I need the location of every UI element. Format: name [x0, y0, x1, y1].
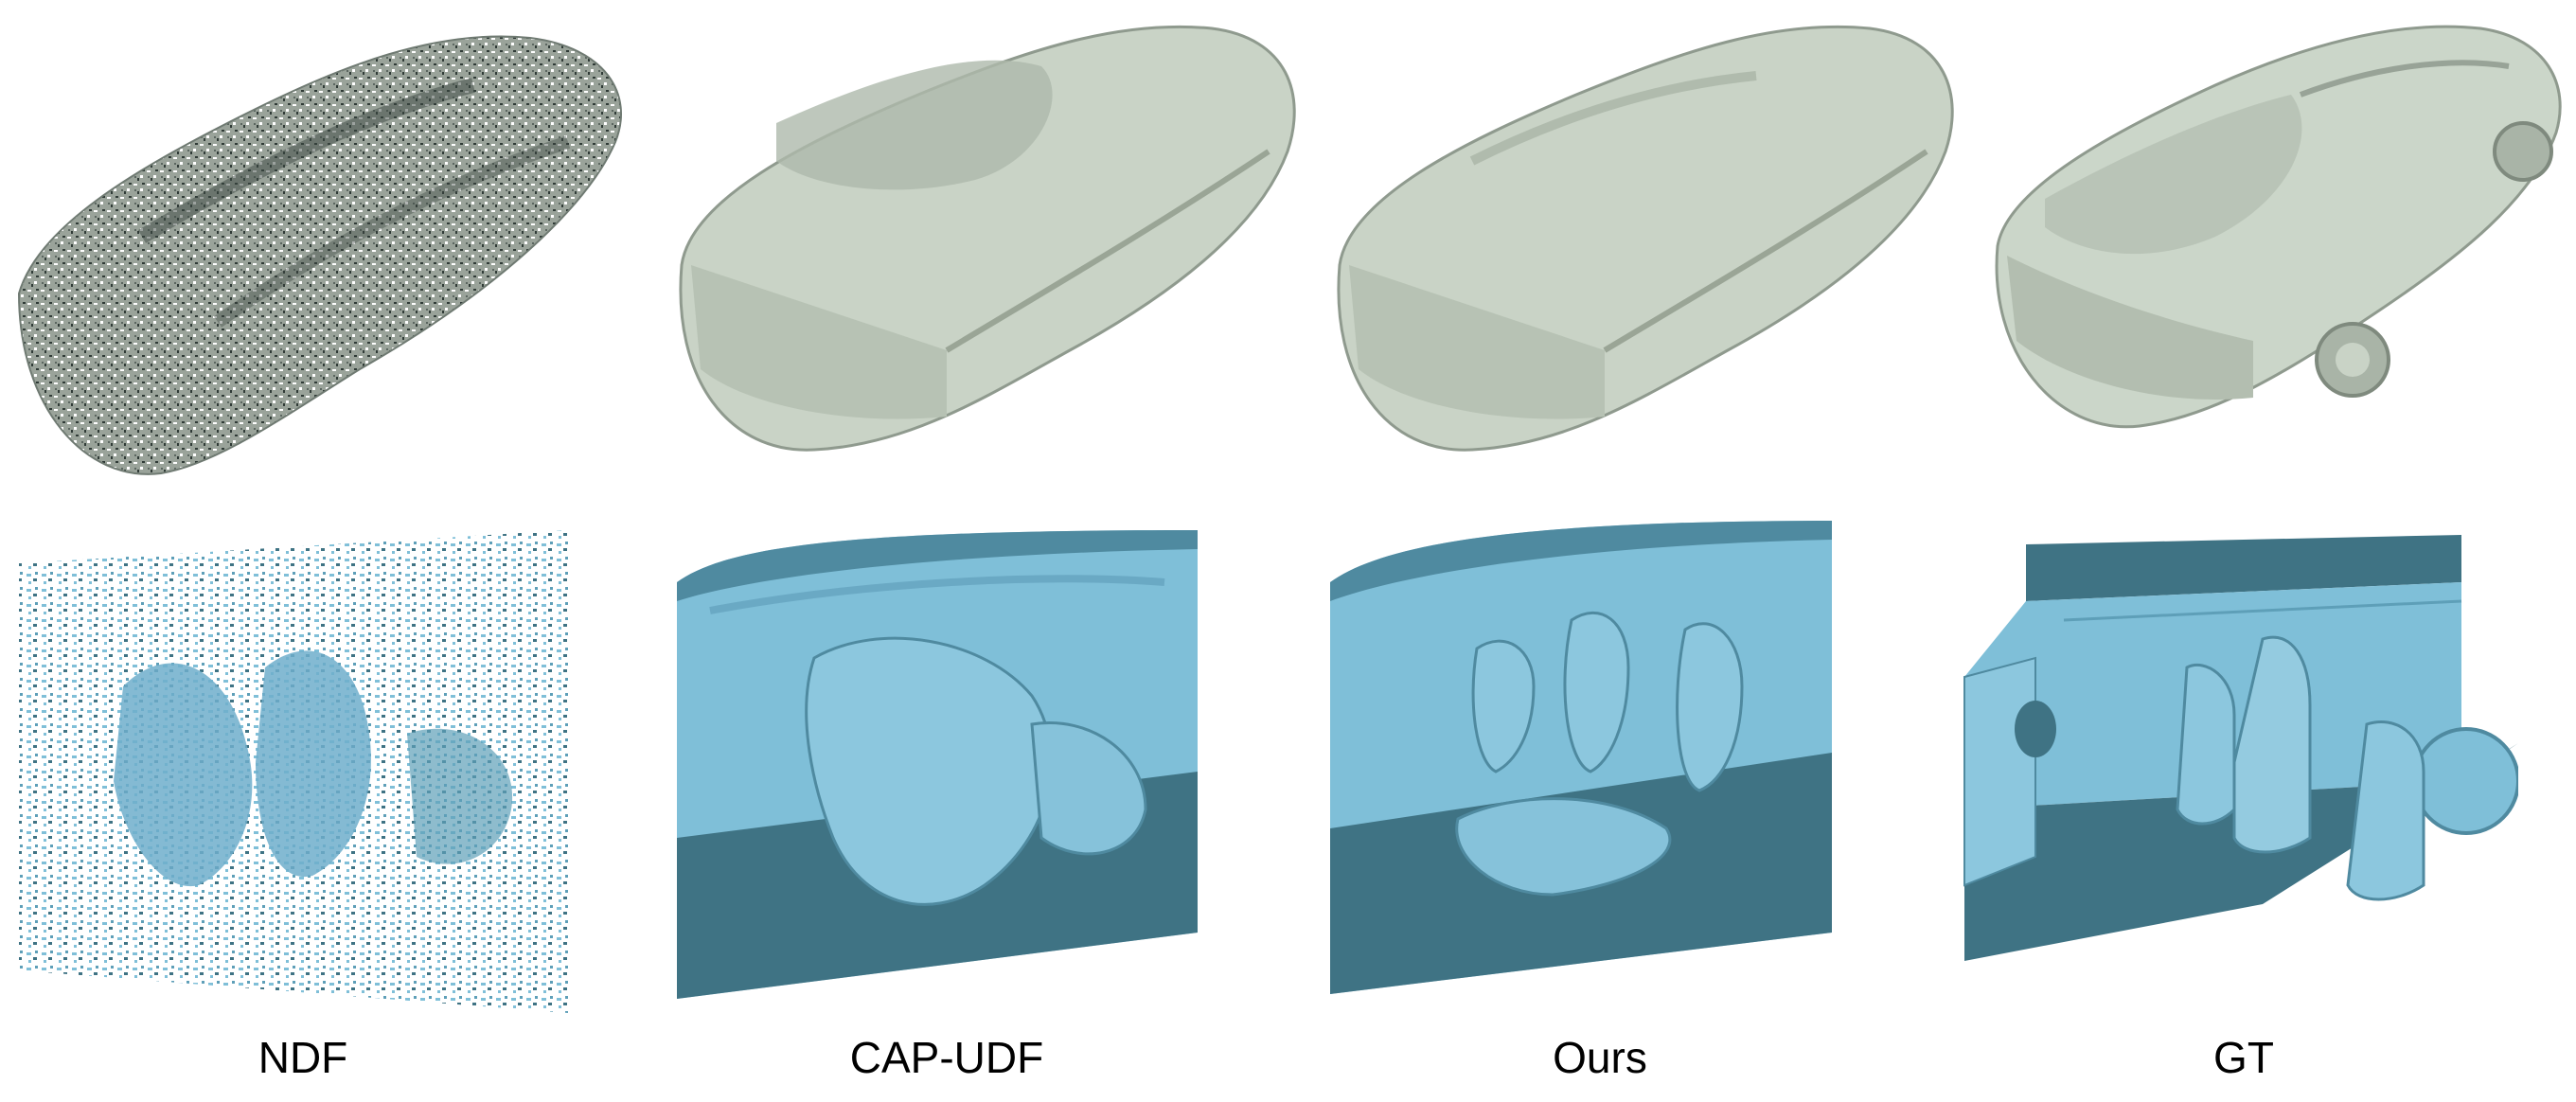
- caption-capudf: CAP-UDF: [849, 1033, 1044, 1082]
- gt-interior-render: [1950, 525, 2518, 970]
- ours-car-render: [1321, 9, 1964, 464]
- ndf-car-render: [0, 9, 644, 483]
- capudf-car-render: [663, 9, 1306, 464]
- ndf-interior-render: [9, 525, 577, 1013]
- gt-car-render: [1979, 9, 2575, 464]
- capudf-interior-render: [672, 525, 1202, 999]
- caption-gt: GT: [2213, 1033, 2274, 1082]
- ours-interior-render: [1325, 516, 1837, 994]
- caption-ours: Ours: [1553, 1033, 1647, 1082]
- caption-ndf: NDF: [258, 1033, 348, 1082]
